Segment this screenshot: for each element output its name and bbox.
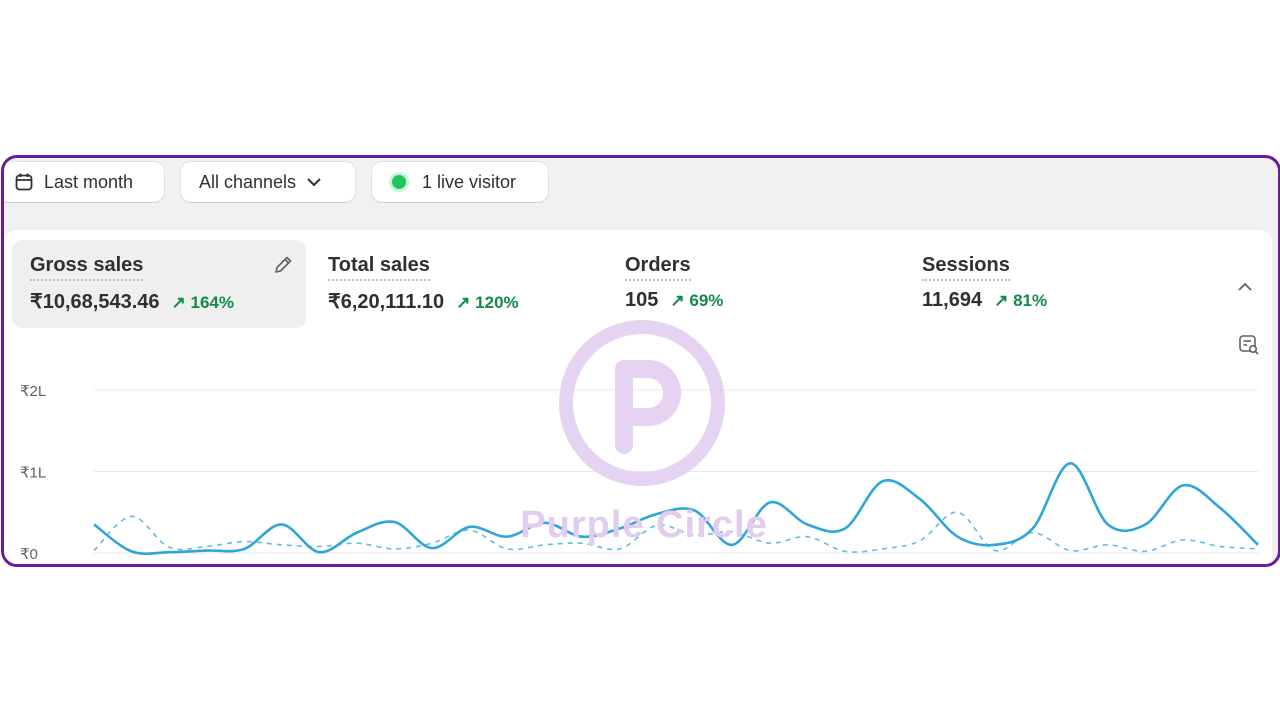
metric-title: Sessions (922, 254, 1010, 281)
watermark-text: Purple Circle (520, 504, 768, 546)
metric-total-sales[interactable]: Total sales ₹6,20,111.10 ↗ 120% (310, 240, 600, 328)
filter-bar: Last month All channels 1 live visitor (4, 158, 1278, 230)
comparison-series-line (93, 511, 1259, 553)
channels-label: All channels (199, 171, 297, 192)
arrow-up-right-icon: ↗ (994, 291, 1009, 310)
metric-change: ↗ 120% (456, 293, 518, 313)
live-dot-icon (392, 175, 406, 189)
metric-change: ↗ 69% (670, 291, 723, 311)
metric-title: Total sales (328, 254, 430, 281)
chevron-down-icon (306, 174, 322, 190)
arrow-up-right-icon: ↗ (171, 293, 186, 312)
channels-dropdown[interactable]: All channels (181, 162, 355, 202)
metric-value: ₹6,20,111.10 (328, 291, 445, 313)
arrow-up-right-icon: ↗ (456, 293, 471, 312)
live-visitors-button[interactable]: 1 live visitor (372, 162, 548, 202)
arrow-up-right-icon: ↗ (670, 291, 685, 310)
metric-change-value: 81% (1013, 291, 1048, 310)
metric-title: Gross sales (30, 254, 144, 281)
metric-title: Orders (625, 254, 691, 281)
date-range-label: Last month (44, 171, 134, 192)
live-visitors-label: 1 live visitor (422, 171, 517, 192)
metric-sessions[interactable]: Sessions 11,694 ↗ 81% (904, 240, 1194, 328)
dashboard-frame: Last month All channels 1 live visitor G… (1, 155, 1280, 567)
metric-change-value: 120% (475, 293, 519, 312)
metric-orders[interactable]: Orders 105 ↗ 69% (607, 240, 897, 328)
metric-change-value: 69% (689, 291, 724, 310)
metric-value: 105 (625, 289, 659, 311)
chevron-up-icon[interactable] (1236, 278, 1254, 296)
current-series-line (93, 462, 1259, 555)
date-range-button[interactable]: Last month (4, 162, 164, 202)
y-tick-label: ₹0 (20, 546, 38, 563)
metric-change-value: 164% (190, 293, 234, 312)
pencil-icon[interactable] (272, 254, 294, 276)
metric-change: ↗ 164% (172, 293, 234, 313)
metric-change: ↗ 81% (994, 291, 1047, 311)
calendar-icon (14, 172, 34, 192)
y-tick-label: ₹2L (20, 383, 46, 400)
watermark-logo-icon (559, 320, 725, 486)
y-tick-label: ₹1L (20, 465, 46, 482)
metric-value: 11,694 (922, 289, 983, 311)
analytics-card: Gross sales ₹10,68,543.46 ↗ 164% Total s… (4, 230, 1272, 564)
metric-value: ₹10,68,543.46 (30, 291, 160, 313)
explore-report-icon[interactable] (1238, 334, 1260, 356)
metric-gross-sales[interactable]: Gross sales ₹10,68,543.46 ↗ 164% (12, 240, 306, 328)
